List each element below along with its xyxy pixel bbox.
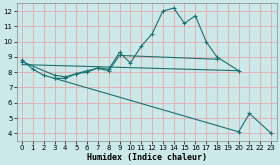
X-axis label: Humidex (Indice chaleur): Humidex (Indice chaleur) [87,152,207,162]
